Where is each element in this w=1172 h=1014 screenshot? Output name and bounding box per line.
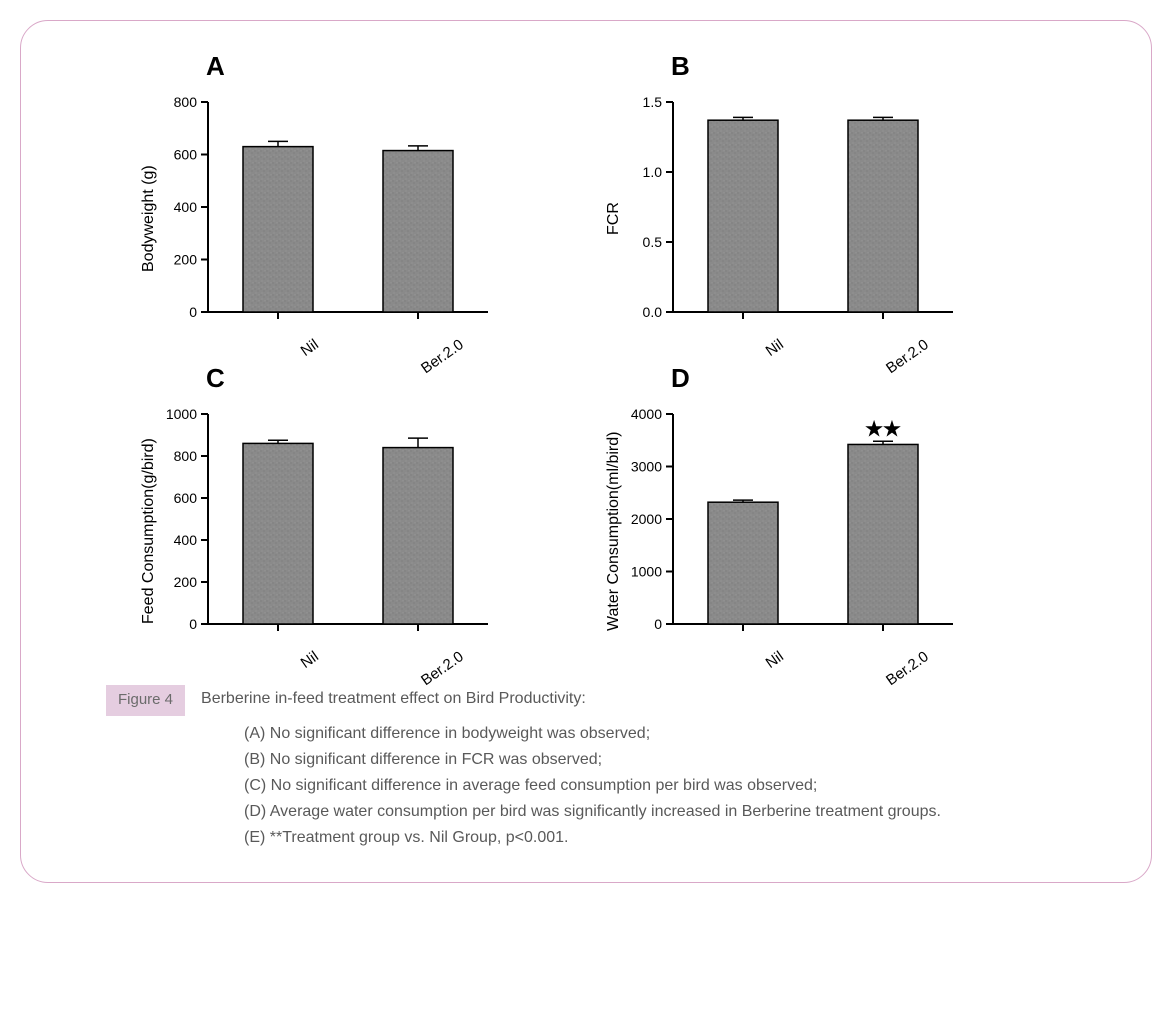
chart-panel-A: A Bodyweight (g) 0 200 400 600 800 NilBer.2.… (136, 51, 571, 353)
svg-text:0.5: 0.5 (643, 234, 663, 250)
svg-text:800: 800 (174, 94, 198, 110)
svg-text:4000: 4000 (631, 406, 662, 422)
svg-text:0: 0 (654, 616, 662, 632)
svg-text:200: 200 (174, 574, 198, 590)
caption-list: (A) No significant difference in bodywei… (106, 722, 1066, 850)
svg-text:0: 0 (189, 304, 197, 320)
caption-item: (D) Average water consumption per bird w… (244, 800, 1066, 824)
bar (243, 443, 313, 624)
figure-tag: Figure 4 (106, 685, 185, 716)
bar (848, 444, 918, 624)
svg-text:0: 0 (189, 616, 197, 632)
y-axis-label: Bodyweight (g) (136, 109, 158, 329)
y-axis-label: Feed Consumption(g/bird) (136, 421, 158, 641)
charts-grid: A Bodyweight (g) 0 200 400 600 800 NilBer.2.… (136, 51, 1036, 665)
figure-frame: A Bodyweight (g) 0 200 400 600 800 NilBer.2.… (20, 20, 1152, 883)
caption-item: (C) No significant difference in average… (244, 774, 1066, 798)
bar (848, 120, 918, 312)
caption-item: (E) **Treatment group vs. Nil Group, p<0… (244, 826, 1066, 850)
svg-text:400: 400 (174, 199, 198, 215)
panel-label: D (671, 363, 1036, 394)
svg-text:2000: 2000 (631, 511, 662, 527)
x-labels: NilBer.2.0 (158, 336, 494, 353)
caption-item: (B) No significant difference in FCR was… (244, 748, 1066, 772)
chart-panel-B: B FCR 0.0 0.5 1.0 1.5 NilBer.2.0 (601, 51, 1036, 353)
chart-svg: 0.0 0.5 1.0 1.5 (623, 84, 963, 334)
caption-item: (A) No significant difference in bodywei… (244, 722, 1066, 746)
svg-text:200: 200 (174, 252, 198, 268)
svg-text:1000: 1000 (631, 564, 662, 580)
x-labels: NilBer.2.0 (623, 336, 959, 353)
svg-text:600: 600 (174, 147, 198, 163)
svg-text:400: 400 (174, 532, 198, 548)
panel-label: A (206, 51, 571, 82)
panel-label: B (671, 51, 1036, 82)
chart-panel-C: C Feed Consumption(g/bird) 0 200 400 600 800… (136, 363, 571, 665)
panel-label: C (206, 363, 571, 394)
x-labels: NilBer.2.0 (158, 648, 494, 665)
chart-panel-D: D Water Consumption(ml/bird) 0 1000 2000 30… (601, 363, 1036, 665)
bar (383, 151, 453, 312)
svg-text:800: 800 (174, 448, 198, 464)
chart-svg: 0 200 400 600 800 1000 (158, 396, 498, 646)
y-axis-label: FCR (601, 109, 623, 329)
bar (383, 448, 453, 624)
bar (243, 147, 313, 312)
chart-svg: 0 200 400 600 800 (158, 84, 498, 334)
svg-text:600: 600 (174, 490, 198, 506)
chart-svg: 0 1000 2000 3000 4000 ★★ (623, 396, 963, 646)
svg-text:1000: 1000 (166, 406, 197, 422)
svg-text:1.5: 1.5 (643, 94, 663, 110)
sig-mark: ★★ (865, 418, 901, 440)
svg-text:0.0: 0.0 (643, 304, 663, 320)
svg-text:1.0: 1.0 (643, 164, 663, 180)
x-labels: NilBer.2.0 (623, 648, 959, 665)
bar (708, 120, 778, 312)
bar (708, 502, 778, 624)
svg-text:3000: 3000 (631, 459, 662, 475)
y-axis-label: Water Consumption(ml/bird) (601, 421, 623, 641)
figure-caption: Figure 4 Berberine in-feed treatment eff… (106, 685, 1066, 850)
